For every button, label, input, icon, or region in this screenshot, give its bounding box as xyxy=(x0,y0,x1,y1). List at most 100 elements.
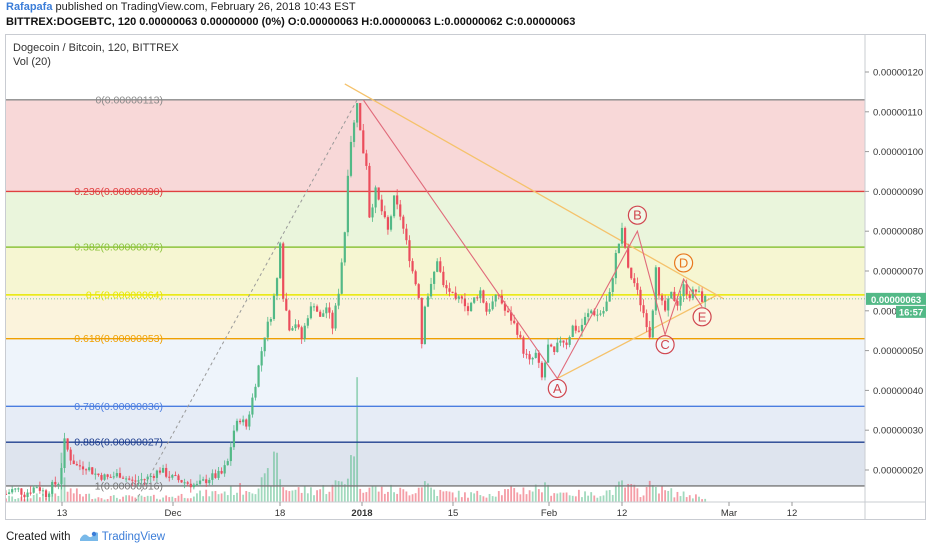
volume-bar xyxy=(608,490,611,502)
volume-bar xyxy=(473,493,476,502)
candle xyxy=(577,330,580,332)
candle xyxy=(377,187,380,200)
candle xyxy=(408,240,411,262)
candle xyxy=(41,490,45,492)
volume-bar xyxy=(38,497,41,502)
candle xyxy=(599,313,602,315)
volume-bar xyxy=(260,477,263,502)
candle xyxy=(32,487,35,493)
fib-zone xyxy=(6,442,865,486)
volume-bar xyxy=(618,481,620,502)
candle xyxy=(469,302,473,312)
volume-bar xyxy=(405,491,408,502)
candle xyxy=(48,493,51,498)
volume-bar xyxy=(294,489,297,502)
candle xyxy=(177,475,180,481)
volume-bar xyxy=(205,489,208,502)
candle xyxy=(436,261,439,272)
candle xyxy=(654,267,657,311)
candle xyxy=(414,271,417,285)
volume-bar xyxy=(35,493,38,502)
candle xyxy=(217,470,220,478)
volume-bar xyxy=(433,489,436,502)
candle xyxy=(611,278,614,292)
volume-bar xyxy=(273,451,275,502)
fib-zone xyxy=(6,406,865,443)
volume-bar xyxy=(454,497,457,502)
y-tick-label: 0.00000030 xyxy=(873,426,923,437)
ticker-line: BITTREX:DOGEBTC, 120 0.00000063 0.000000… xyxy=(6,16,576,28)
volume-bar xyxy=(257,488,260,502)
candle xyxy=(460,296,463,299)
volume-bar xyxy=(411,494,414,502)
candle xyxy=(491,301,494,310)
candle xyxy=(365,153,368,166)
volume-bar xyxy=(254,494,257,502)
x-tick-label: 15 xyxy=(448,508,459,519)
volume-bar xyxy=(679,496,682,502)
chart-panel[interactable] xyxy=(5,34,926,520)
x-tick-label: Feb xyxy=(541,508,557,519)
volume-bar xyxy=(664,490,667,502)
last-price-label: 0.00000063 xyxy=(871,295,921,306)
candle xyxy=(623,227,627,248)
candle xyxy=(476,297,479,299)
candle xyxy=(608,291,611,302)
candle xyxy=(482,290,485,303)
candle xyxy=(226,461,229,466)
volume-bar xyxy=(531,491,534,502)
candle xyxy=(343,232,346,263)
created-with-text: Created with xyxy=(6,531,71,543)
volume-bar xyxy=(109,495,112,502)
candle xyxy=(359,103,362,131)
volume-bar xyxy=(202,496,205,502)
tradingview-link[interactable]: TradingView xyxy=(101,531,166,543)
candle xyxy=(81,466,85,470)
volume-bar xyxy=(334,480,337,502)
volume-bar xyxy=(630,483,633,502)
volume-bar xyxy=(695,494,697,502)
volume-bar xyxy=(636,488,639,502)
volume-bar xyxy=(457,490,460,502)
candle xyxy=(334,305,337,329)
candle xyxy=(420,297,423,345)
candle xyxy=(198,480,202,484)
volume-bar xyxy=(177,495,180,502)
volume-bar xyxy=(359,488,362,502)
volume-bar xyxy=(562,492,565,502)
candle xyxy=(251,397,254,415)
volume-bar xyxy=(251,493,254,502)
volume-bar xyxy=(217,494,220,502)
volume-bar xyxy=(29,498,32,502)
publish-info: Rafapafa published on TradingView.com, F… xyxy=(6,0,356,15)
candle xyxy=(531,357,534,360)
volume-indicator-label: Vol (20) xyxy=(13,56,51,68)
volume-bar xyxy=(688,495,691,502)
volume-bar xyxy=(199,490,201,502)
volume-bar xyxy=(119,499,121,502)
volume-bar xyxy=(85,493,87,502)
candle xyxy=(457,296,460,299)
volume-bar xyxy=(72,493,75,502)
volume-bar xyxy=(131,496,134,502)
countdown-badge xyxy=(896,305,926,318)
volume-bar xyxy=(115,497,118,502)
volume-bar xyxy=(676,491,679,502)
author-name[interactable]: Rafapafa xyxy=(6,1,53,13)
candle xyxy=(463,298,467,307)
candle xyxy=(667,298,670,311)
candle xyxy=(642,305,645,314)
fib-level-label: 0.618(0.00000053) xyxy=(74,333,163,345)
candle xyxy=(303,325,306,339)
candle xyxy=(279,243,282,279)
volume-bar xyxy=(642,495,645,502)
candle xyxy=(568,337,571,345)
volume-bar xyxy=(365,492,368,502)
volume-bar xyxy=(103,499,106,502)
footer: Created with TradingView xyxy=(6,529,165,545)
fib-level-label: 0.236(0.00000090) xyxy=(74,186,163,198)
candle xyxy=(291,328,294,331)
candle xyxy=(322,313,325,317)
volume-bar xyxy=(125,495,128,502)
